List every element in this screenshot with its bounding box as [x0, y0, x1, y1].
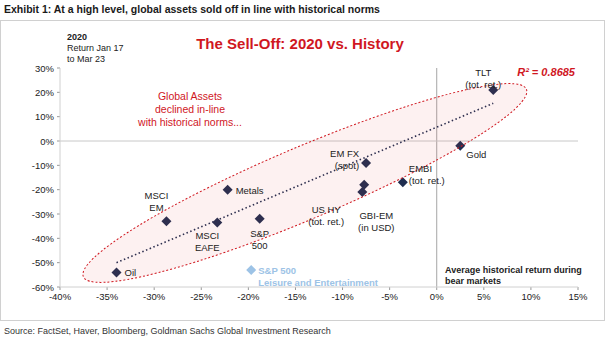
- point-label: GBI-EM(in USD): [358, 210, 394, 233]
- text-line: (tot. ret.): [465, 79, 501, 90]
- text-line: S&P 500: [258, 265, 296, 276]
- text-line: Leisure and Entertainment: [258, 277, 379, 288]
- text-line: to Mar 23: [67, 54, 105, 64]
- text-line: EM FX: [330, 148, 360, 159]
- text-line: (spot): [335, 160, 359, 171]
- title: The Sell-Off: 2020 vs. History: [196, 35, 404, 52]
- point-label: S&P 500Leisure and Entertainment: [258, 265, 379, 288]
- point-label: Gold: [466, 149, 486, 160]
- y-tick-label: 0%: [40, 136, 54, 147]
- y-label: 2020Return Jan 17to Mar 23: [67, 32, 124, 64]
- y-tick-label: -50%: [32, 257, 55, 268]
- text-line: GBI-EM: [359, 210, 393, 221]
- y-tick-label: -10%: [32, 160, 55, 171]
- text-line: (tot. ret.): [409, 175, 445, 186]
- text-line: EM: [149, 202, 163, 213]
- y-tick-label: 10%: [35, 111, 55, 122]
- text-line: Average historical return during: [445, 265, 582, 275]
- point-label: US HY(tot. ret.): [308, 204, 344, 227]
- text-line: (tot. ret.): [308, 216, 344, 227]
- point-label: EMBI(tot. ret.): [409, 163, 445, 186]
- y-tick-label: -60%: [32, 282, 55, 293]
- chart: Exhibit 1: At a high level, global asset…: [0, 0, 605, 341]
- y-tick-label: -30%: [32, 209, 55, 220]
- text-line: Oil: [125, 267, 137, 278]
- x-tick-label: -15%: [284, 291, 307, 302]
- labels: TLT(tot. ret.)GoldEM FX(spot)EMBI(tot. r…: [125, 67, 502, 288]
- text-line: with historical norms...: [137, 116, 242, 128]
- annotation: Global Assetsdeclined in-linewith histor…: [137, 90, 242, 128]
- y-tick-label: -20%: [32, 184, 55, 195]
- x-tick-label: -30%: [143, 291, 166, 302]
- point-label: Oil: [125, 267, 137, 278]
- point: [246, 265, 256, 275]
- y-tick-label: 20%: [35, 87, 55, 98]
- text-line: Global Assets: [158, 90, 222, 102]
- text-line: 2020: [67, 32, 87, 42]
- x-tick-label: -40%: [49, 291, 72, 302]
- x-tick-label: -5%: [381, 291, 398, 302]
- text-line: EAFE: [195, 242, 220, 253]
- point-label: MSCIEAFE: [195, 230, 220, 253]
- frame: [1, 21, 605, 321]
- text-line: TLT: [475, 67, 491, 78]
- text-line: MSCI: [195, 230, 219, 241]
- y-axis: [60, 68, 61, 287]
- x-tick-label: -25%: [190, 291, 213, 302]
- point-label: TLT(tot. ret.): [465, 67, 501, 90]
- x-tick-label: -35%: [96, 291, 119, 302]
- text-line: US HY: [312, 204, 342, 215]
- x-tick-label: 5%: [477, 291, 491, 302]
- text-line: Return Jan 17: [67, 43, 124, 53]
- x-label: Average historical return duringbear mar…: [445, 265, 582, 286]
- text-line: EMBI: [409, 163, 432, 174]
- text-line: bear markets: [445, 276, 501, 286]
- exhibit: Exhibit 1: At a high level, global asset…: [4, 3, 380, 15]
- text-line: declined in-line: [155, 103, 225, 115]
- y-tick-label: -40%: [32, 233, 55, 244]
- x-tick-label: -20%: [237, 291, 260, 302]
- text-line: MSCI: [145, 190, 169, 201]
- text-line: Gold: [466, 149, 486, 160]
- r-squared: R² = 0.8685: [517, 66, 576, 78]
- point-label: MSCIEM: [145, 190, 169, 213]
- text-line: (in USD): [358, 222, 394, 233]
- point-label: Metals: [236, 185, 264, 196]
- point-label: EM FX(spot): [330, 148, 360, 171]
- y-tick-label: 30%: [35, 63, 55, 74]
- x-tick-label: 10%: [521, 291, 541, 302]
- x-tick-label: 0%: [430, 291, 444, 302]
- x-tick-label: -10%: [331, 291, 354, 302]
- text-line: 500: [252, 240, 268, 251]
- point-label: S&P500: [250, 228, 269, 251]
- text-line: Metals: [236, 185, 264, 196]
- source: Source: FactSet, Haver, Bloomberg, Goldm…: [4, 326, 331, 336]
- x-tick-label: 15%: [568, 291, 588, 302]
- text-line: S&P: [250, 228, 269, 239]
